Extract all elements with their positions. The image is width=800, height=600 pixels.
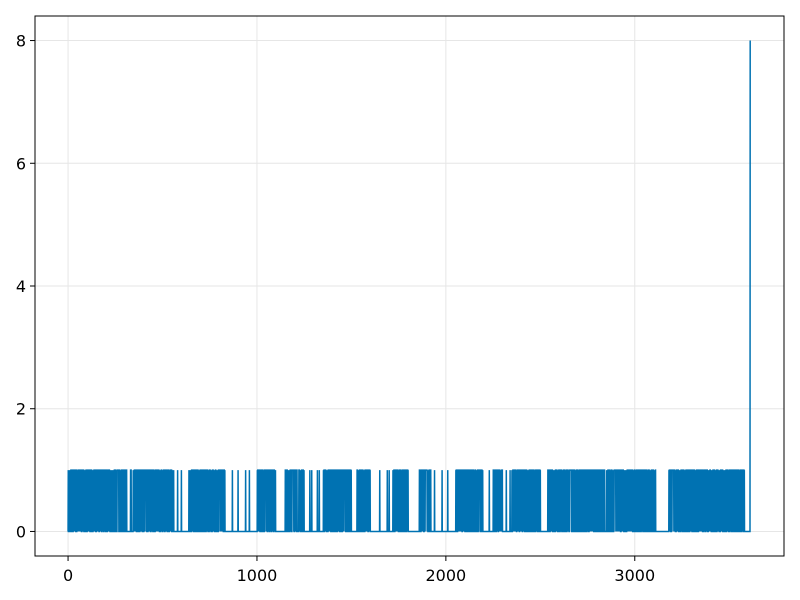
- x-tick-label: 1000: [237, 566, 278, 585]
- y-tick-label: 8: [16, 32, 26, 51]
- y-tick-label: 2: [16, 400, 26, 419]
- y-tick-label: 0: [16, 522, 26, 541]
- x-tick-label: 2000: [426, 566, 467, 585]
- data-series: [67, 40, 751, 533]
- y-tick-label: 6: [16, 154, 26, 173]
- axis-tick-labels: 0 1000 2000 3000 0 2 4 6 8: [16, 32, 655, 585]
- series-line: [67, 40, 751, 533]
- x-tick-label: 3000: [614, 566, 655, 585]
- y-tick-label: 4: [16, 277, 26, 296]
- axis-ticks: [30, 40, 636, 561]
- grid: [35, 16, 784, 556]
- x-tick-label: 0: [63, 566, 73, 585]
